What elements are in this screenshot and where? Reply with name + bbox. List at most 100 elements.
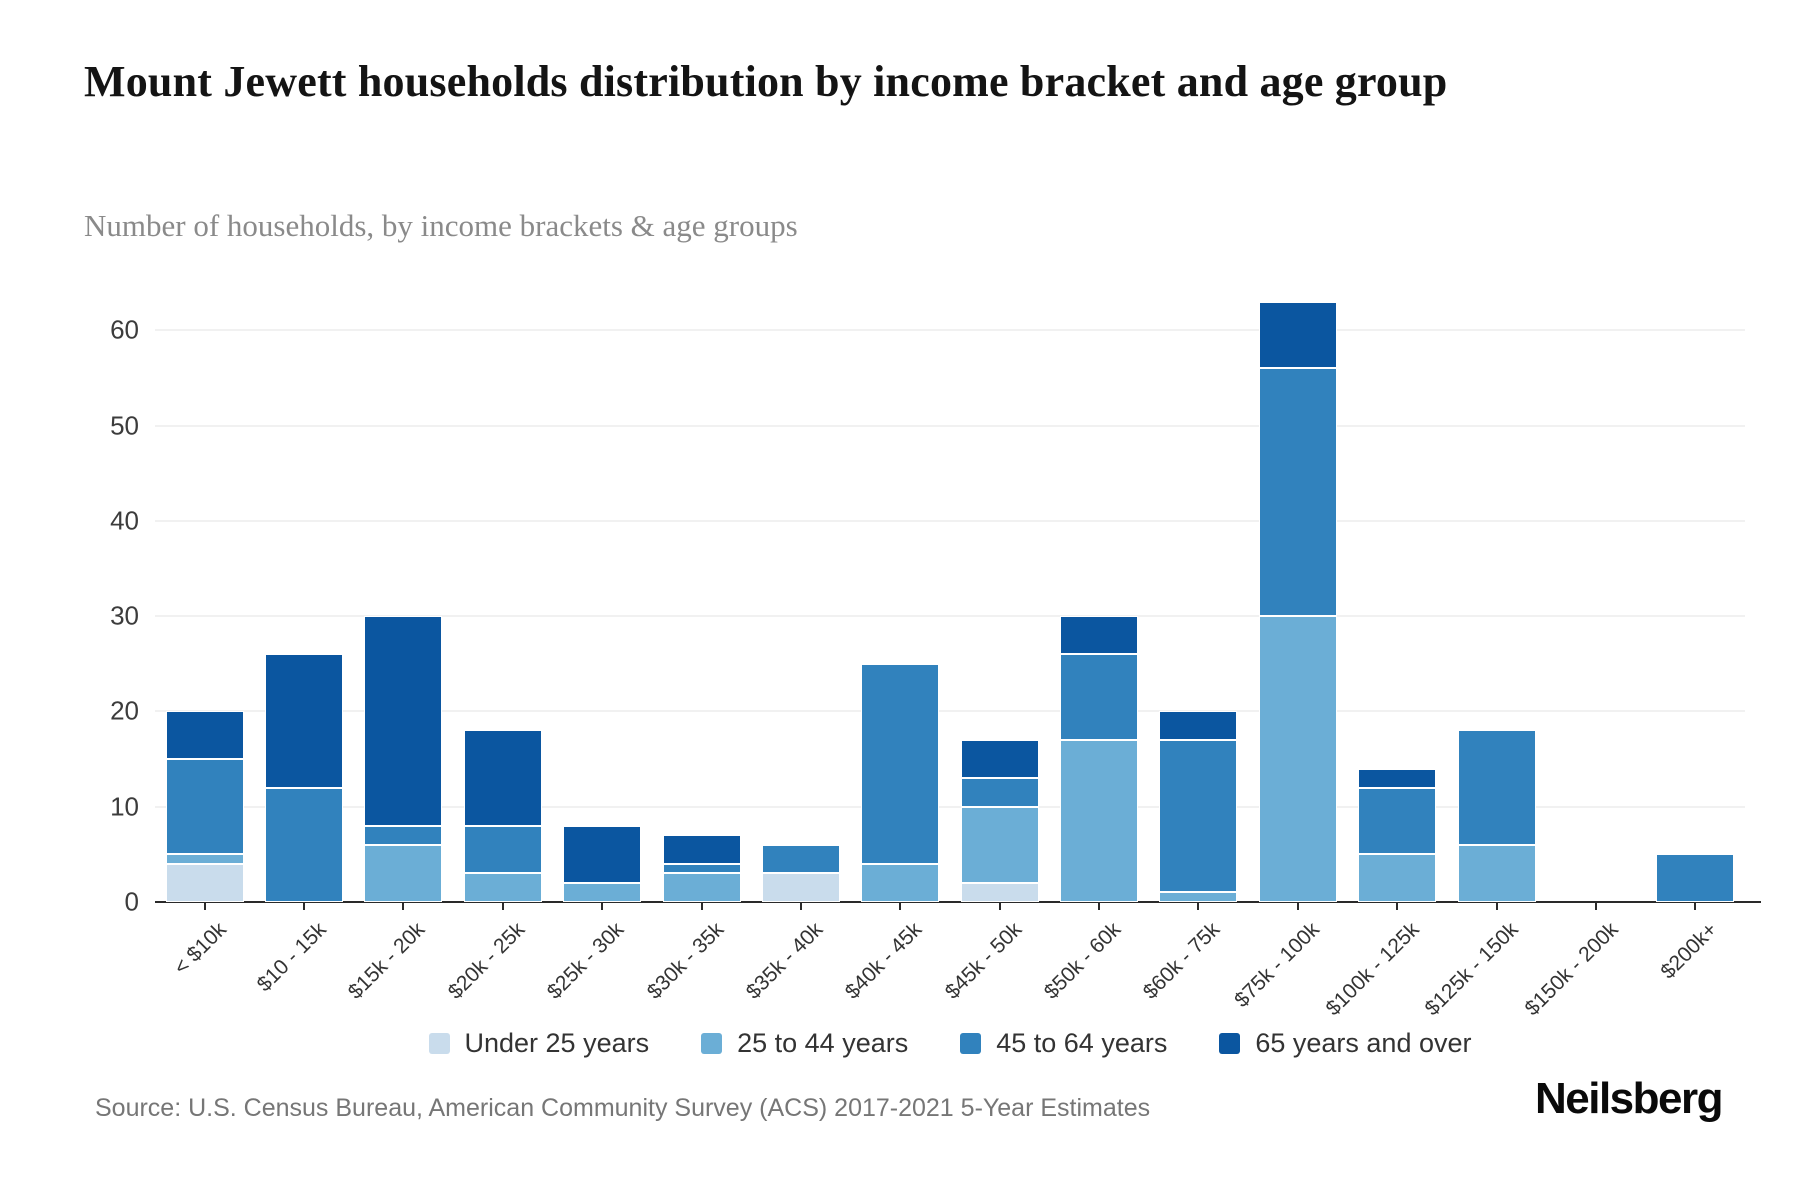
bar-segment-25-to-44-years: [1159, 892, 1238, 902]
x-axis-tick: [601, 902, 604, 910]
bar-segment-25-to-44-years: [364, 844, 443, 902]
legend-label: Under 25 years: [464, 1028, 650, 1058]
legend-swatch: [1219, 1033, 1241, 1054]
x-axis-line: [155, 900, 1761, 903]
y-axis-tick-label: 40: [110, 505, 139, 536]
brand-logo: Neilsberg: [1534, 1074, 1724, 1123]
bar-segment-65-years-and-over: [1258, 301, 1337, 369]
bar-segment-25-to-44-years: [463, 873, 542, 902]
x-axis-tick-label: $150k - 200k: [1520, 918, 1623, 1021]
y-gridline: [155, 329, 1745, 332]
x-axis-tick: [998, 902, 1001, 910]
y-gridline: [155, 805, 1745, 808]
x-axis-tick-label: < $10k: [169, 918, 231, 980]
bar-segment-65-years-and-over: [662, 835, 741, 864]
chart-plot-area: 0 10 20 30 40 50 60 < $10k $10 - 15k $15k - 20k $2…: [110, 255, 1761, 1020]
legend-label: 65 years and over: [1255, 1028, 1472, 1058]
legend-swatch: [428, 1033, 450, 1054]
bar-segment-under-25-years: [165, 863, 244, 902]
bar-segment-65-years-and-over: [463, 730, 542, 826]
x-axis-tick-label: $45k - 50k: [940, 918, 1026, 1004]
bar-segment-45-to-64-years: [861, 663, 940, 864]
x-axis-tick: [303, 902, 306, 910]
source-text: Source: U.S. Census Bureau, American Com…: [95, 1094, 1151, 1122]
bar-segment-45-to-64-years: [960, 778, 1039, 807]
x-axis-tick: [402, 902, 405, 910]
x-axis-tick-label: $15k - 20k: [344, 918, 430, 1004]
x-axis-tick: [1098, 902, 1101, 910]
y-gridline: [155, 424, 1745, 427]
x-axis-tick: [1197, 902, 1200, 910]
x-axis-tick: [799, 902, 802, 910]
page-title: Mount Jewett households distribution by …: [84, 57, 1448, 106]
x-axis-tick-label: $50k - 60k: [1039, 918, 1126, 1004]
x-axis-tick-label: $10 - 15k: [252, 918, 331, 997]
bar-segment-25-to-44-years: [1258, 616, 1337, 902]
bar-segment-65-years-and-over: [1060, 616, 1139, 655]
bar-segment-45-to-64-years: [1258, 368, 1337, 617]
bar-segment-25-to-44-years: [1060, 740, 1139, 902]
bar-segment-45-to-64-years: [662, 863, 741, 874]
y-axis-tick-label: 50: [110, 410, 139, 440]
bar-segment-65-years-and-over: [1159, 711, 1238, 740]
x-axis-tick-label: $40k - 45k: [840, 918, 927, 1004]
x-axis-tick: [203, 902, 206, 910]
y-axis-tick-label: 20: [110, 695, 139, 726]
x-axis-tick-label: $75k - 100k: [1230, 918, 1325, 1012]
bar-segment-25-to-44-years: [662, 873, 741, 902]
y-gridline: [155, 710, 1745, 713]
bar-segment-25-to-44-years: [563, 882, 642, 902]
legend-label: 45 to 64 years: [996, 1028, 1168, 1058]
y-axis-tick-label: 10: [110, 791, 139, 822]
x-axis-tick: [501, 902, 504, 910]
bar-segment-25-to-44-years: [861, 863, 940, 902]
bar-segment-45-to-64-years: [364, 825, 443, 845]
y-axis-tick-label: 30: [110, 600, 139, 631]
x-axis-tick-label: $35k - 40k: [741, 918, 828, 1004]
legend-item-65-years-and-over[interactable]: 65 years and over: [1219, 1028, 1472, 1059]
y-axis-tick-label: 0: [124, 886, 139, 917]
bar-segment-45-to-64-years: [761, 844, 840, 874]
bar-segment-65-years-and-over: [960, 740, 1039, 779]
legend-label: 25 to 44 years: [737, 1028, 909, 1058]
x-axis-tick-label: $20k - 25k: [443, 918, 530, 1004]
bar-segment-45-to-64-years: [1457, 730, 1536, 845]
bar-segment-45-to-64-years: [165, 759, 244, 855]
x-axis-tick-label: $100k - 125k: [1321, 918, 1424, 1021]
bar-segment-25-to-44-years: [165, 854, 244, 864]
chart-legend: Under 25 years 25 to 44 years 45 to 64 yea…: [155, 1028, 1745, 1059]
bar-segment-45-to-64-years: [1060, 654, 1139, 740]
bar-segment-45-to-64-years: [1358, 787, 1437, 855]
bar-segment-65-years-and-over: [364, 616, 443, 826]
bar-segment-25-to-44-years: [1358, 854, 1437, 902]
bar-segment-65-years-and-over: [165, 711, 244, 760]
bar-segment-25-to-44-years: [1457, 844, 1536, 902]
legend-item-45-to-64-years[interactable]: 45 to 64 years: [960, 1028, 1167, 1059]
x-axis-tick: [1396, 902, 1399, 910]
y-gridline: [155, 519, 1745, 522]
bar-segment-65-years-and-over: [265, 654, 344, 788]
x-axis-tick: [899, 902, 902, 910]
x-axis-tick: [700, 902, 703, 910]
bar-segment-45-to-64-years: [265, 787, 344, 902]
x-axis-tick: [1296, 902, 1299, 910]
chart-subtitle: Number of households, by income brackets…: [84, 208, 798, 243]
x-axis-tick-label: $30k - 35k: [642, 918, 728, 1004]
x-axis-tick-label: $200k+: [1656, 918, 1722, 984]
x-axis-tick-label: $25k - 30k: [542, 918, 629, 1004]
bar-segment-25-to-44-years: [960, 806, 1039, 883]
x-axis-tick: [1495, 902, 1498, 910]
bar-segment-under-25-years: [761, 873, 840, 902]
bar-segment-45-to-64-years: [1656, 854, 1735, 902]
legend-item-under-25-years[interactable]: Under 25 years: [428, 1028, 650, 1059]
x-axis-tick-label: $125k - 150k: [1420, 918, 1523, 1021]
x-axis-tick-label: $60k - 75k: [1139, 918, 1225, 1004]
legend-item-25-to-44-years[interactable]: 25 to 44 years: [701, 1028, 908, 1059]
y-gridline: [155, 615, 1745, 618]
bar-segment-45-to-64-years: [463, 825, 542, 874]
y-axis-tick-label: 60: [110, 314, 139, 345]
x-axis-tick: [1594, 902, 1597, 910]
bar-segment-under-25-years: [960, 882, 1039, 902]
bar-segment-45-to-64-years: [1159, 740, 1238, 893]
